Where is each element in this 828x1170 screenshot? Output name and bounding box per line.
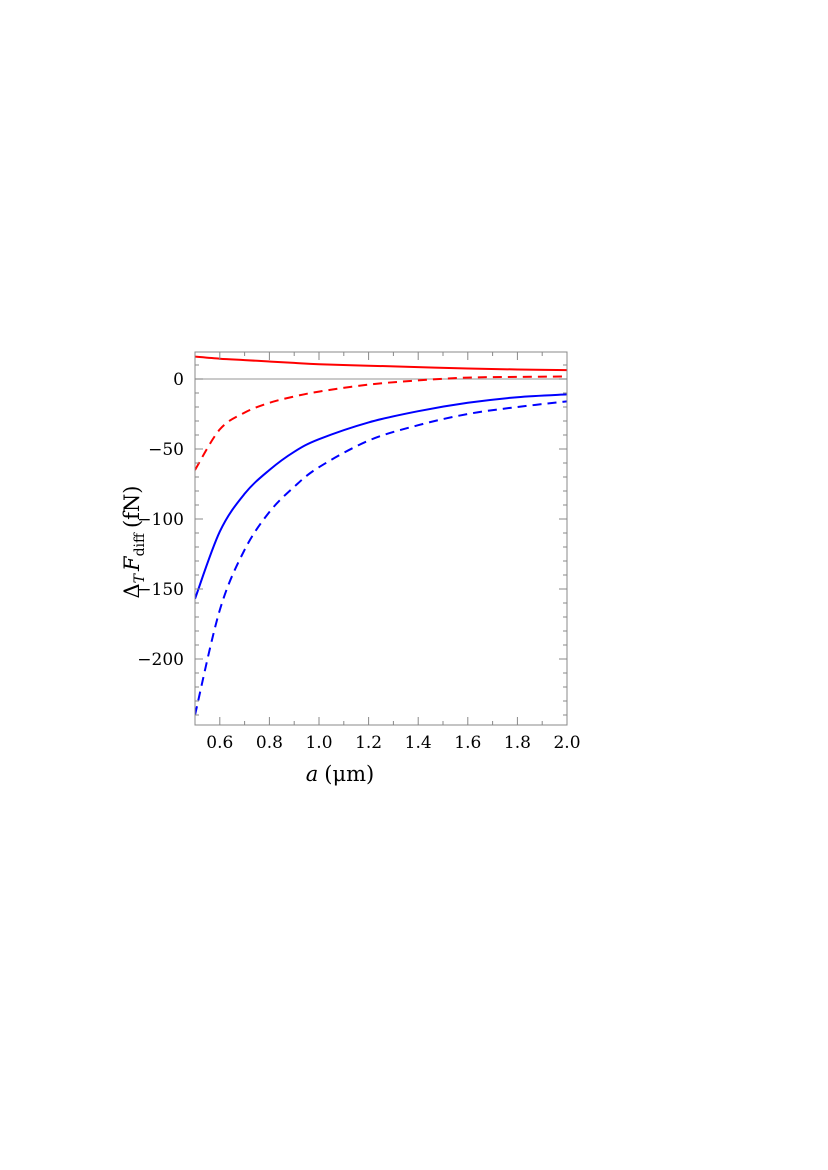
- x-tick-label: 1.8: [504, 733, 531, 753]
- x-tick-label: 2.0: [553, 733, 580, 753]
- series-0-line: [195, 355, 567, 372]
- plot-area: [195, 355, 567, 716]
- y-tick-label: 0: [173, 370, 184, 390]
- x-tick-label: 0.8: [256, 733, 283, 753]
- x-tick-label: 1.6: [454, 733, 481, 753]
- series-3-line: [195, 400, 567, 716]
- series-1-line: [195, 375, 567, 471]
- y-axis-var: F: [120, 555, 144, 572]
- y-axis-sub1: T: [132, 572, 148, 583]
- y-axis-unit: (fN): [120, 485, 144, 528]
- plot-frame: [194, 351, 568, 726]
- x-axis-title: a (μm): [306, 762, 374, 786]
- series-2-line: [195, 393, 567, 600]
- y-axis-sub2: diff: [132, 532, 148, 556]
- x-axis-var: a: [306, 762, 319, 786]
- x-tick-label: 1.2: [355, 733, 382, 753]
- x-tick-label: 0.6: [206, 733, 233, 753]
- y-tick-label: −50: [148, 440, 184, 460]
- x-axis-unit: (μm): [324, 762, 374, 786]
- y-axis-delta: Δ: [120, 583, 144, 598]
- y-tick-label: −100: [137, 510, 184, 530]
- x-tick-label: 1.4: [405, 733, 432, 753]
- y-tick-label: −200: [137, 650, 184, 670]
- x-tick-label: 1.0: [305, 733, 332, 753]
- y-tick-label: −150: [137, 580, 184, 600]
- axes: 0.6 0.8 1.0 1.2 1.4 1.6 1.8 2.0 0 −50 −100 −150 −200: [137, 351, 581, 753]
- y-axis-title: ΔTFdiff (fN): [120, 485, 148, 598]
